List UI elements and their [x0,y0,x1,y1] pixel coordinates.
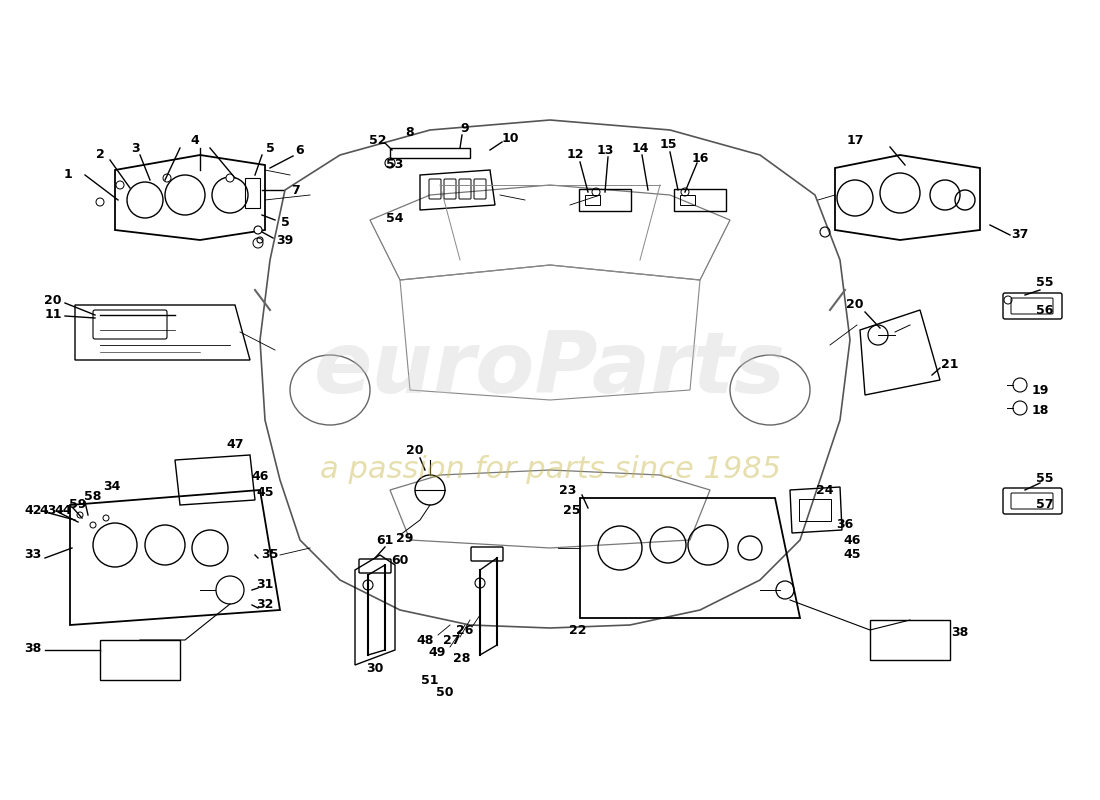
Text: 55: 55 [1036,277,1054,290]
Circle shape [103,515,109,521]
Text: 60: 60 [392,554,409,566]
Text: 27: 27 [443,634,461,646]
Text: 4: 4 [190,134,199,146]
Text: 50: 50 [437,686,453,698]
Text: 30: 30 [366,662,384,674]
Text: euroParts: euroParts [314,329,786,411]
Text: 20: 20 [44,294,62,306]
Text: 39: 39 [276,234,294,246]
Text: 7: 7 [290,183,299,197]
Text: 57: 57 [1036,498,1054,511]
Text: 46: 46 [844,534,860,546]
Circle shape [90,522,96,528]
Text: 43: 43 [40,503,57,517]
Text: 5: 5 [280,215,289,229]
Text: 48: 48 [416,634,433,646]
Text: 23: 23 [559,483,576,497]
Text: 34: 34 [103,481,121,494]
Text: 9: 9 [461,122,470,134]
Text: 3: 3 [131,142,140,154]
Text: 45: 45 [844,549,860,562]
Text: 25: 25 [563,503,581,517]
Text: 55: 55 [1036,471,1054,485]
Text: 12: 12 [566,149,584,162]
Text: 31: 31 [256,578,274,591]
Text: 20: 20 [406,443,424,457]
Text: 37: 37 [1011,229,1028,242]
Text: 5: 5 [265,142,274,154]
Text: 42: 42 [24,503,42,517]
Text: 18: 18 [1032,403,1048,417]
Text: 61: 61 [376,534,394,546]
Text: 15: 15 [659,138,676,151]
Text: 11: 11 [44,309,62,322]
Text: 44: 44 [54,503,72,517]
Text: 29: 29 [396,531,414,545]
Text: 46: 46 [251,470,268,483]
Text: 35: 35 [262,549,278,562]
Text: 38: 38 [952,626,969,638]
Text: 53: 53 [386,158,404,171]
Text: 28: 28 [453,651,471,665]
Text: 19: 19 [1032,383,1048,397]
Circle shape [116,181,124,189]
Text: 58: 58 [85,490,101,503]
Text: 13: 13 [596,143,614,157]
Text: 16: 16 [691,151,708,165]
Circle shape [163,174,170,182]
Text: 22: 22 [570,623,586,637]
Text: 2: 2 [96,149,104,162]
Text: 56: 56 [1036,303,1054,317]
Circle shape [254,226,262,234]
Circle shape [77,512,82,518]
Text: 21: 21 [942,358,959,371]
Text: a passion for parts since 1985: a passion for parts since 1985 [319,455,781,485]
Text: 54: 54 [386,211,404,225]
Text: 36: 36 [836,518,854,531]
Circle shape [257,237,263,243]
Text: 10: 10 [502,131,519,145]
Text: 51: 51 [421,674,439,686]
Text: 26: 26 [456,623,474,637]
Text: 8: 8 [406,126,415,138]
Text: 14: 14 [631,142,649,154]
Text: 32: 32 [256,598,274,611]
Text: 59: 59 [69,498,87,511]
Circle shape [96,198,104,206]
Text: 49: 49 [428,646,446,658]
Text: 52: 52 [370,134,387,146]
Text: 17: 17 [846,134,864,146]
Text: 1: 1 [64,169,73,182]
Text: 38: 38 [24,642,42,654]
Text: 45: 45 [256,486,274,498]
Text: 33: 33 [24,549,42,562]
Text: 6: 6 [296,143,305,157]
Circle shape [226,174,234,182]
Text: 47: 47 [227,438,244,451]
Text: 24: 24 [816,483,834,497]
Text: 20: 20 [846,298,864,311]
